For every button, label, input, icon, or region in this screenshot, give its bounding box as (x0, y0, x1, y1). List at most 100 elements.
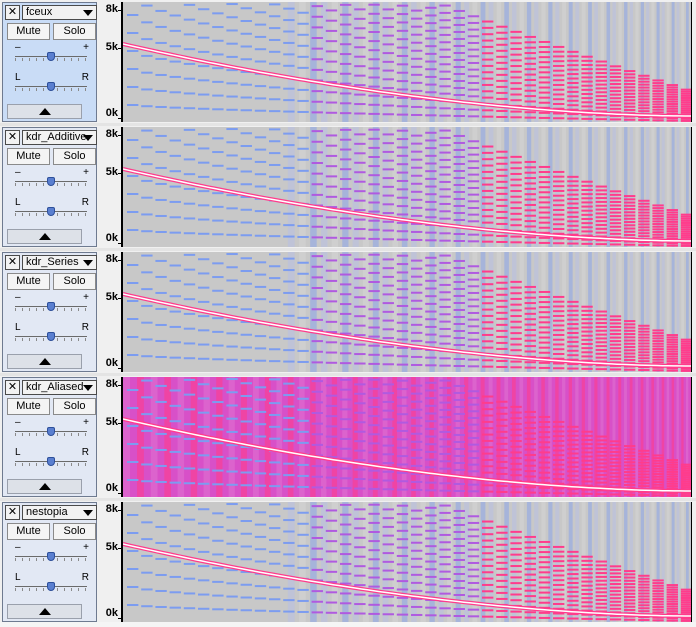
spectrogram-canvas (123, 2, 691, 122)
ruler-tick (118, 260, 122, 261)
solo-button[interactable]: Solo (53, 23, 96, 40)
ruler-label-top: 8k (105, 3, 118, 15)
close-icon[interactable] (5, 255, 20, 270)
pan-slider[interactable]: L R (13, 72, 89, 97)
pan-knob[interactable] (47, 332, 55, 341)
gain-knob[interactable] (47, 302, 55, 311)
collapse-up-icon[interactable] (7, 354, 82, 369)
ruler-label-mid: 5k (105, 166, 118, 178)
gain-slider[interactable]: – + (13, 42, 89, 67)
mute-button[interactable]: Mute (7, 398, 50, 415)
ruler-tick (118, 385, 122, 386)
ruler-label-top: 8k (105, 128, 118, 140)
ruler-label-bottom: 0k (105, 482, 118, 494)
pan-knob[interactable] (47, 582, 55, 591)
mute-button[interactable]: Mute (7, 523, 50, 540)
pan-slider[interactable]: L R (13, 572, 89, 597)
spectrogram[interactable] (122, 502, 692, 622)
collapse-up-icon[interactable] (7, 104, 82, 119)
track-control-panel[interactable]: kdr_Series Mute Solo – + L R (2, 252, 97, 372)
ruler-tick (118, 48, 122, 49)
ruler-label-bottom: 0k (105, 357, 118, 369)
spectrogram-canvas (123, 252, 691, 372)
ruler-tick (118, 493, 122, 494)
pan-left-label: L (15, 572, 21, 583)
mute-button[interactable]: Mute (7, 148, 50, 165)
ruler-axis (121, 377, 122, 497)
pan-right-label: R (81, 197, 89, 208)
gain-slider[interactable]: – + (13, 167, 89, 192)
track-control-panel[interactable]: nestopia Mute Solo – + L R (2, 502, 97, 622)
close-icon[interactable] (5, 380, 20, 395)
pan-slider[interactable]: L R (13, 197, 89, 222)
close-icon[interactable] (5, 5, 20, 20)
spectrogram[interactable] (122, 127, 692, 247)
ruler-tick (118, 173, 122, 174)
gain-minus-label: – (15, 292, 21, 303)
solo-button[interactable]: Solo (53, 148, 96, 165)
collapse-up-icon[interactable] (7, 479, 82, 494)
ruler-tick (118, 548, 122, 549)
collapse-up-icon[interactable] (7, 604, 82, 619)
spectrogram[interactable] (122, 2, 692, 122)
track-name-dropdown[interactable]: kdr_Additive (22, 130, 97, 145)
ruler-axis (121, 127, 122, 247)
ruler-axis (121, 502, 122, 622)
gain-knob[interactable] (47, 552, 55, 561)
solo-button[interactable]: Solo (53, 523, 96, 540)
ruler-tick (118, 368, 122, 369)
mute-button[interactable]: Mute (7, 273, 50, 290)
pan-knob[interactable] (47, 207, 55, 216)
ruler-label-top: 8k (105, 378, 118, 390)
ruler-tick (118, 118, 122, 119)
close-icon[interactable] (5, 505, 20, 520)
gain-knob[interactable] (47, 427, 55, 436)
gain-knob[interactable] (47, 177, 55, 186)
spectrogram-canvas (123, 377, 691, 497)
spectrogram[interactable] (122, 252, 692, 372)
frequency-ruler: 8k 5k 0k (97, 252, 122, 372)
solo-button[interactable]: Solo (53, 398, 96, 415)
gain-slider[interactable]: – + (13, 292, 89, 317)
gain-knob[interactable] (47, 52, 55, 61)
ruler-label-mid: 5k (105, 41, 118, 53)
gain-plus-label: + (83, 42, 89, 53)
pan-left-label: L (15, 72, 21, 83)
mute-button[interactable]: Mute (7, 23, 50, 40)
track-4: nestopia Mute Solo – + L R 8k 5 (0, 502, 696, 624)
ruler-label-bottom: 0k (105, 107, 118, 119)
close-icon[interactable] (5, 130, 20, 145)
track-1: kdr_Additive Mute Solo – + L R 8k (0, 127, 696, 249)
bottom-bar (0, 622, 696, 627)
track-separator (0, 498, 696, 501)
track-control-panel[interactable]: kdr_Additive Mute Solo – + L R (2, 127, 97, 247)
track-name-dropdown[interactable]: kdr_Series (22, 255, 97, 270)
collapse-up-icon[interactable] (7, 229, 82, 244)
ruler-axis (121, 252, 122, 372)
gain-slider[interactable]: – + (13, 542, 89, 567)
track-name-dropdown[interactable]: kdr_Aliased (22, 380, 97, 395)
frequency-ruler: 8k 5k 0k (97, 2, 122, 122)
ruler-tick (118, 135, 122, 136)
gain-plus-label: + (83, 167, 89, 178)
frequency-ruler: 8k 5k 0k (97, 502, 122, 622)
frequency-ruler: 8k 5k 0k (97, 127, 122, 247)
gain-slider[interactable]: – + (13, 417, 89, 442)
pan-slider[interactable]: L R (13, 322, 89, 347)
ruler-tick (118, 618, 122, 619)
track-separator (0, 248, 696, 251)
pan-knob[interactable] (47, 82, 55, 91)
ruler-label-bottom: 0k (105, 607, 118, 619)
ruler-label-top: 8k (105, 503, 118, 515)
track-name-dropdown[interactable]: nestopia (22, 505, 97, 520)
track-control-panel[interactable]: fceux Mute Solo – + L R (2, 2, 97, 122)
ruler-tick (118, 10, 122, 11)
frequency-ruler: 8k 5k 0k (97, 377, 122, 497)
spectrogram[interactable] (122, 377, 692, 497)
pan-slider[interactable]: L R (13, 447, 89, 472)
track-name-dropdown[interactable]: fceux (22, 5, 97, 20)
solo-button[interactable]: Solo (53, 273, 96, 290)
pan-knob[interactable] (47, 457, 55, 466)
ruler-axis (121, 2, 122, 122)
track-control-panel[interactable]: kdr_Aliased Mute Solo – + L R (2, 377, 97, 497)
